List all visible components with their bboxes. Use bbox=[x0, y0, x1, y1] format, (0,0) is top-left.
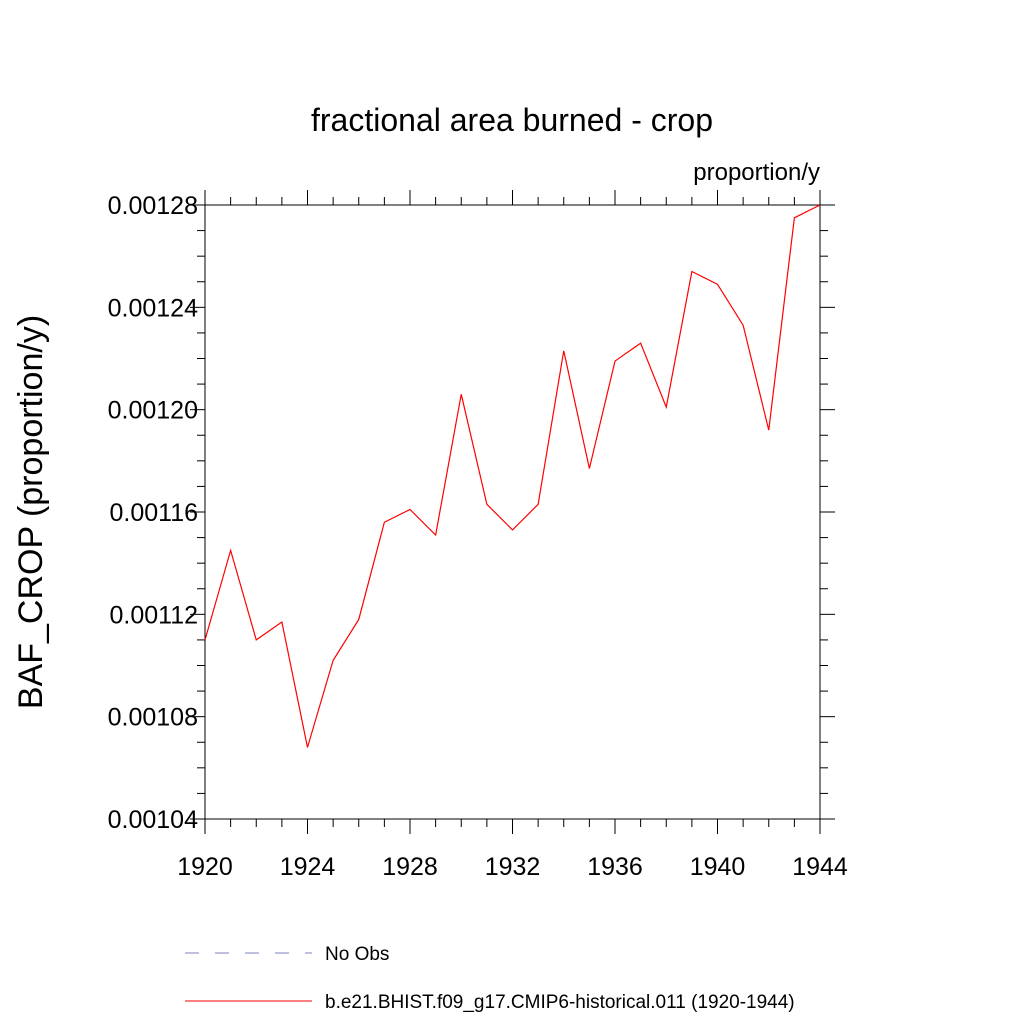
y-axis-label: BAF_CROP (proportion/y) bbox=[12, 315, 50, 709]
series-line bbox=[204, 204, 821, 748]
y-axis: 0.00104 0.00108 0.00112 0.00116 0.00120 0.001… bbox=[108, 192, 835, 834]
legend-label-no-obs: No Obs bbox=[325, 944, 389, 965]
legend: No Obs b.e21.BHIST.f09_g17.CMIP6-histori… bbox=[185, 944, 795, 1013]
y-tick-label: 0.00116 bbox=[109, 499, 198, 527]
x-axis: 1920 1924 1928 1932 1936 1940 1944 bbox=[177, 190, 848, 881]
units-label: proportion/y bbox=[693, 159, 820, 186]
y-tick-label: 0.00112 bbox=[109, 601, 198, 629]
x-tick-label: 1936 bbox=[587, 853, 643, 881]
y-tick-label: 0.00108 bbox=[108, 704, 198, 732]
x-tick-label: 1924 bbox=[280, 853, 336, 881]
plot-frame bbox=[204, 204, 821, 820]
y-tick-label: 0.00124 bbox=[108, 294, 198, 322]
x-tick-label: 1920 bbox=[177, 853, 233, 881]
x-tick-label: 1928 bbox=[382, 853, 438, 881]
series-layer bbox=[204, 204, 821, 748]
x-tick-label: 1940 bbox=[690, 853, 746, 881]
y-tick-label: 0.00120 bbox=[108, 397, 198, 425]
x-tick-label: 1932 bbox=[485, 853, 541, 881]
chart-title: fractional area burned - crop bbox=[311, 102, 713, 138]
y-tick-label: 0.00128 bbox=[108, 192, 198, 220]
x-tick-label: 1944 bbox=[792, 853, 848, 881]
y-tick-label: 0.00104 bbox=[108, 806, 198, 834]
legend-label-series: b.e21.BHIST.f09_g17.CMIP6-historical.011… bbox=[325, 992, 795, 1013]
